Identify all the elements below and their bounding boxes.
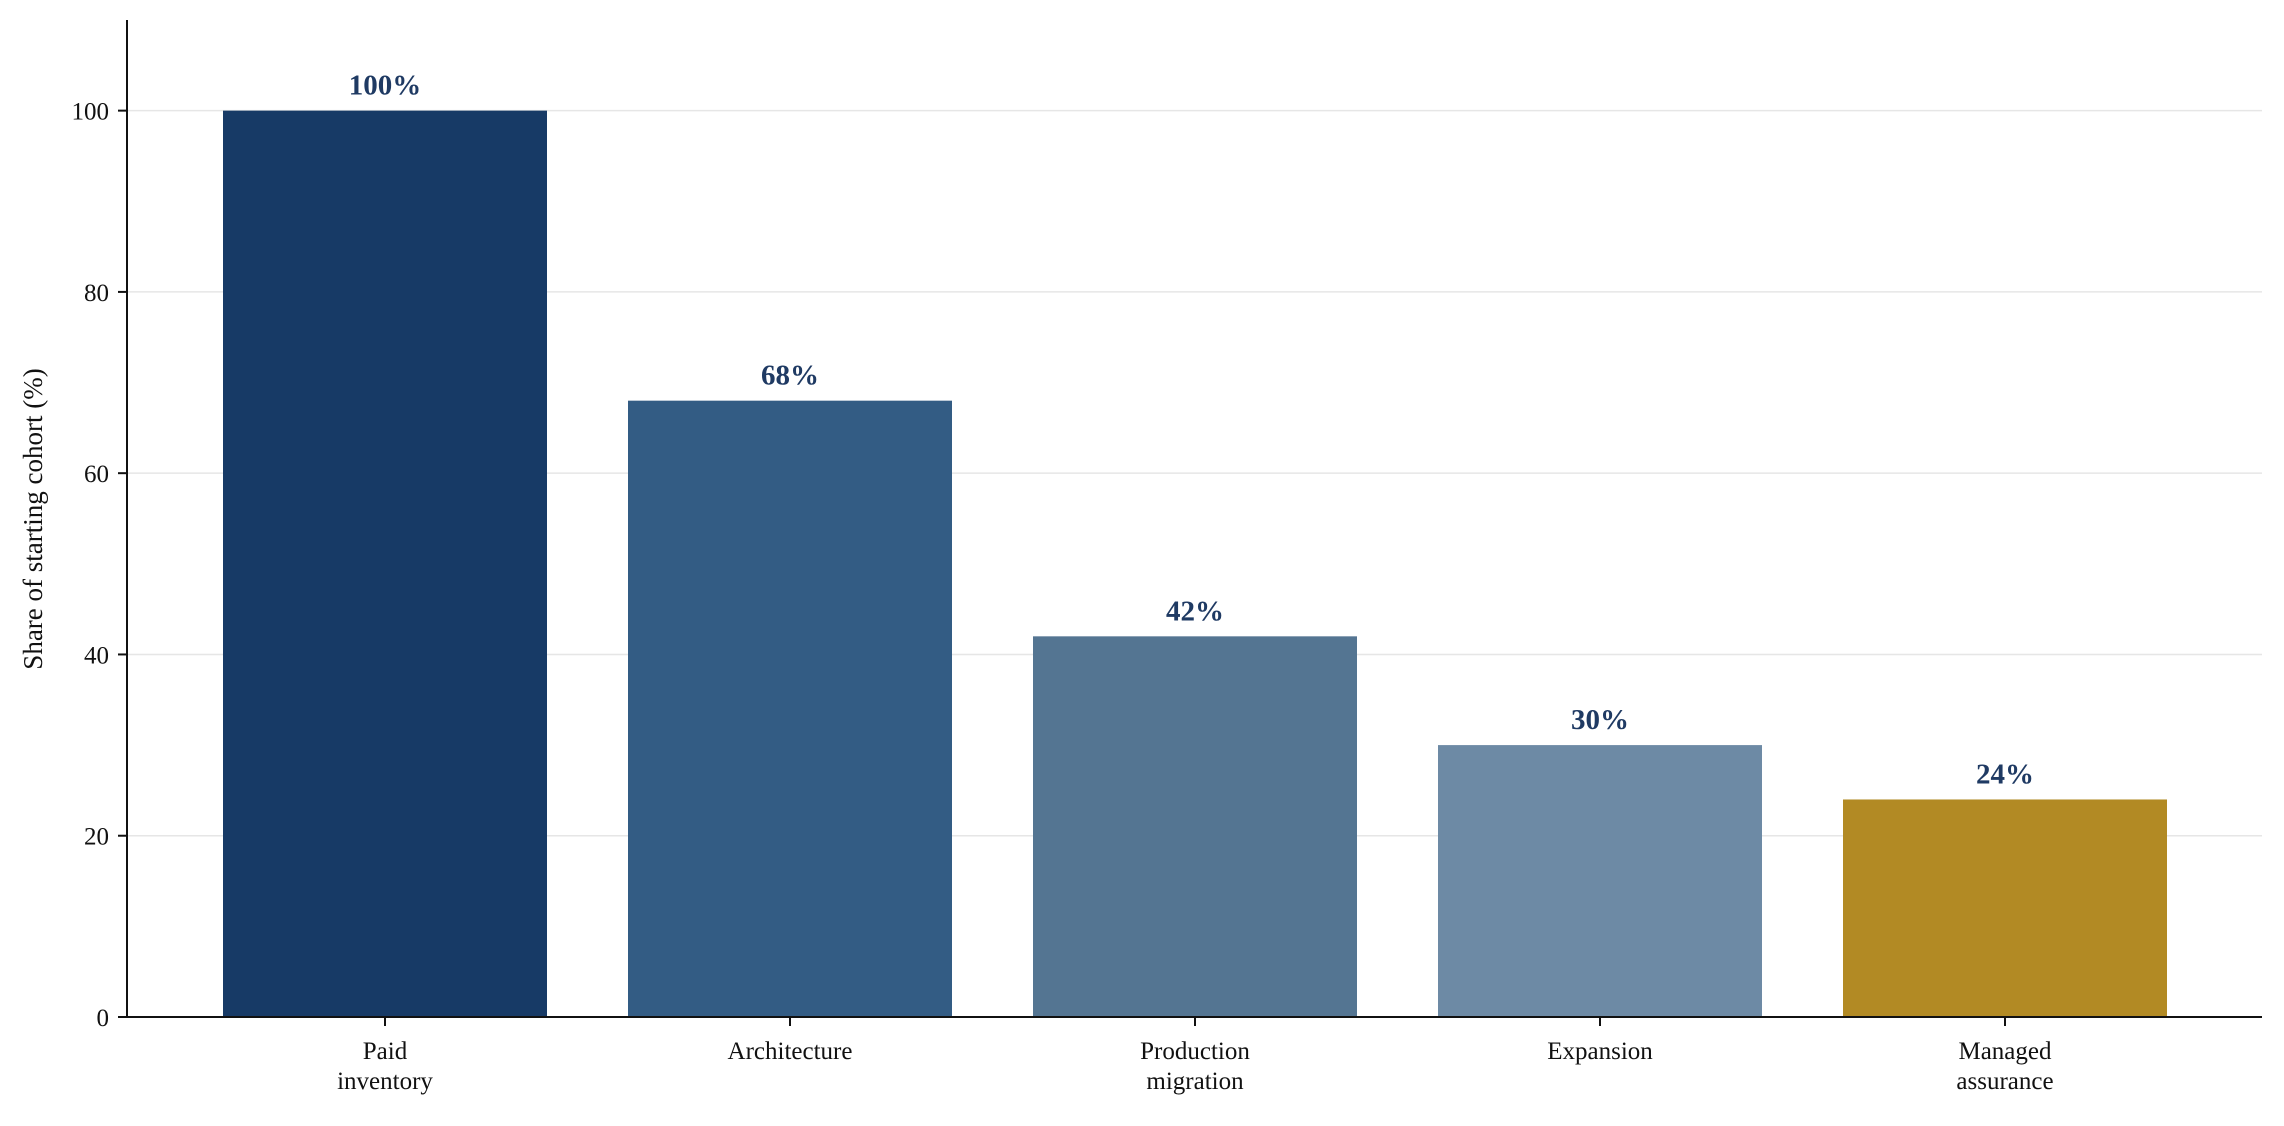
bar-value-label: 30% — [1571, 704, 1629, 736]
y-tick-label: 40 — [84, 642, 109, 669]
x-tick-label-line: Expansion — [1547, 1038, 1653, 1065]
x-tick-label: Expansion — [1547, 1038, 1653, 1065]
x-tick-label: Production migration — [1140, 1038, 1250, 1095]
bar — [1843, 799, 2167, 1017]
bar — [628, 400, 952, 1017]
x-tick-label: Architecture — [728, 1038, 853, 1065]
x-tick-label: Managed assurance — [1956, 1038, 2053, 1095]
x-tick-label: Paid inventory — [337, 1038, 433, 1095]
y-tick-label: 60 — [84, 461, 109, 488]
x-tick-label-line: assurance — [1956, 1068, 2053, 1095]
y-tick-label: 20 — [84, 824, 109, 851]
y-tick-label: 80 — [84, 280, 109, 307]
bars — [223, 110, 2167, 1018]
bar-value-label: 68% — [761, 360, 819, 392]
bar — [1438, 745, 1762, 1017]
x-tick-label-line: migration — [1146, 1068, 1244, 1095]
bar-value-label: 42% — [1166, 595, 1224, 627]
x-tick-label-line: Paid — [363, 1038, 408, 1065]
y-axis-title: Share of starting cohort (%) — [18, 368, 48, 669]
y-tick-label: 0 — [97, 1005, 110, 1032]
y-tick-label: 100 — [72, 99, 110, 126]
bar-value-label: 100% — [349, 70, 422, 102]
x-tick-label-line: Production — [1140, 1038, 1250, 1065]
x-tick-label-line: inventory — [337, 1068, 433, 1095]
x-ticks: Paid inventory Architecture Production migra… — [337, 1017, 2054, 1095]
bar — [223, 110, 547, 1018]
data-labels: 100% 68% 42% 30% 24% — [349, 70, 2034, 791]
bar — [1033, 636, 1357, 1017]
y-ticks: 0 20 40 60 80 100 — [72, 99, 127, 1032]
bar-value-label: 24% — [1976, 758, 2034, 790]
x-tick-label-line: Managed — [1958, 1038, 2052, 1065]
x-tick-label-line: Architecture — [728, 1038, 853, 1065]
